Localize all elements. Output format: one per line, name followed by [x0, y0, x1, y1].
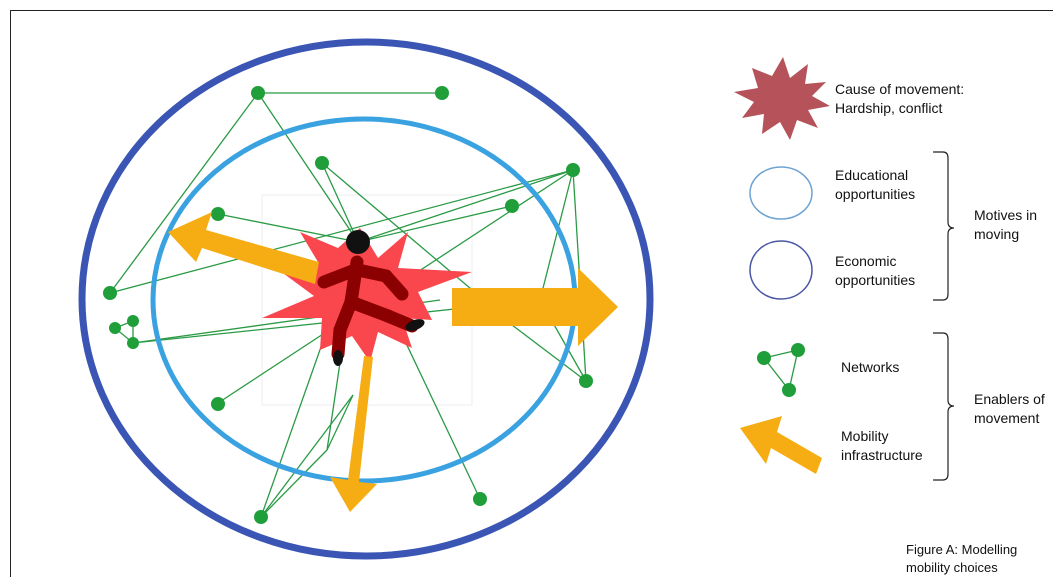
network-node — [435, 86, 449, 100]
legend-arrow-icon — [740, 416, 822, 474]
legend-cause-label: Cause of movement: Hardship, conflict — [835, 81, 965, 116]
legend-educational-label: Educational opportunities — [835, 167, 916, 202]
enablers-brace — [933, 332, 955, 481]
network-node — [109, 322, 121, 334]
network-node — [127, 315, 139, 327]
network-node — [505, 199, 519, 213]
motives-label: Motives in moving — [974, 207, 1038, 242]
arrow-icon — [452, 268, 618, 346]
network-node — [566, 163, 580, 177]
arrow-icon — [168, 212, 319, 284]
economic-opportunities-ring — [78, 38, 654, 560]
network-node — [254, 510, 268, 524]
legend-economic-circle — [749, 240, 813, 300]
legend-starburst-icon — [734, 57, 830, 140]
legend-economic-label: Economic opportunities — [835, 253, 916, 288]
network-node — [315, 156, 329, 170]
network-node — [127, 337, 139, 349]
figure-frame-left — [10, 10, 11, 577]
figure-frame-top — [10, 10, 1053, 11]
motives-brace — [933, 151, 955, 301]
network-node — [579, 374, 593, 388]
enablers-label: Enablers of movement — [974, 391, 1045, 426]
network-nodes — [103, 86, 593, 524]
legend-networks-label: Networks — [841, 359, 900, 375]
figure-caption: Figure A: Modelling mobility choices — [906, 542, 1018, 575]
legend-network-icon — [757, 343, 805, 397]
network-node — [211, 207, 225, 221]
running-person-icon — [317, 230, 425, 366]
mobility-arrows — [168, 212, 618, 512]
network-node — [103, 286, 117, 300]
arrow-icon — [330, 356, 377, 512]
network-node — [473, 492, 487, 506]
hardship-starburst-icon — [262, 228, 472, 362]
network-node — [251, 86, 265, 100]
legend-educational-circle — [749, 166, 813, 220]
network-node — [211, 397, 225, 411]
legend-mobility-label: Mobility infrastructure — [841, 428, 923, 463]
